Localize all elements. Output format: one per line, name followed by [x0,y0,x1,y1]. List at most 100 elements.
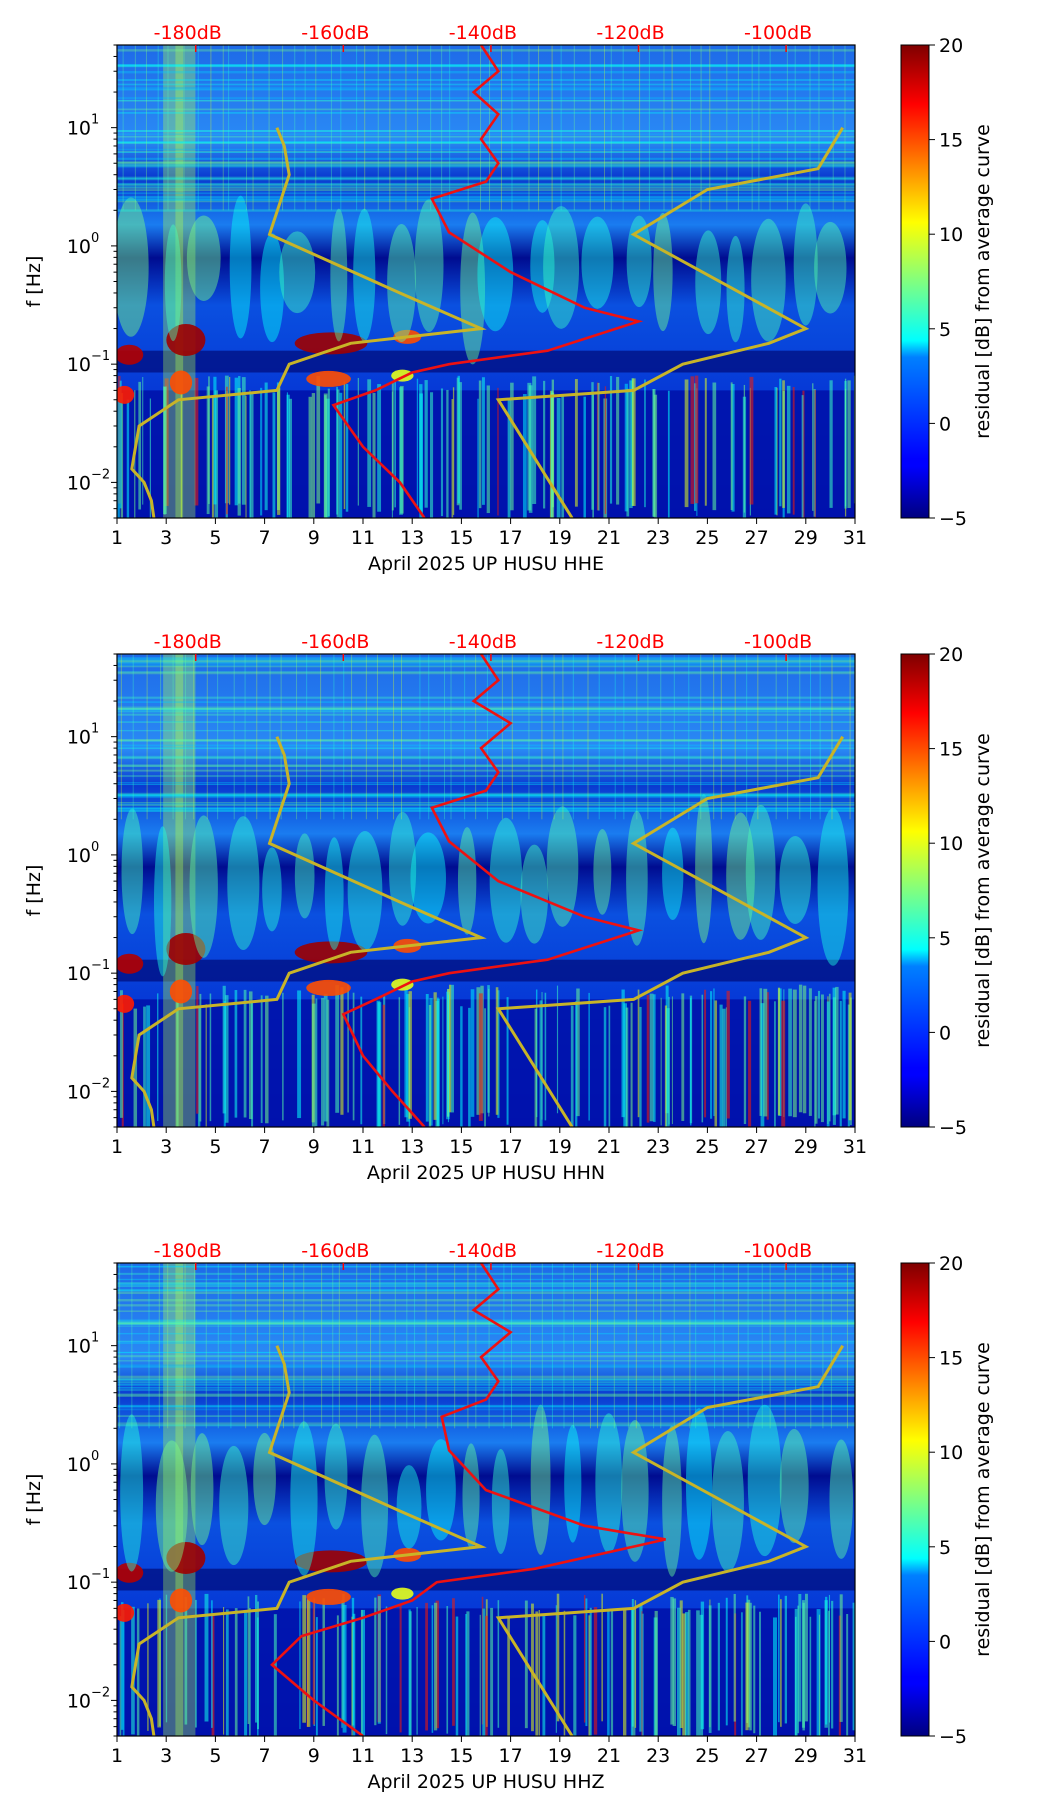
transient-streak [312,1596,315,1725]
x-tick-label: 17 [499,1136,523,1158]
y-tick-label: 10 [67,354,91,376]
transient-streak [119,990,123,1118]
colorbar-label: residual [dB] from average curve [972,1342,994,1657]
transient-streak [247,1596,250,1724]
hf-noise-column [389,45,391,211]
low-frequency-band [117,999,855,1127]
microseism-plume [410,832,446,924]
low-noise-model-line [130,736,487,1127]
x-tick-label: 5 [209,1745,221,1767]
hf-noise-column [256,654,258,820]
transient-streak [273,1614,277,1736]
transient-streak [725,1007,727,1127]
transient-streak [490,1607,494,1736]
transient-streak [302,1595,307,1723]
hf-noise-column [333,654,335,820]
db-scale-label: -180dB [154,22,222,44]
x-tick-label: 11 [351,1136,375,1158]
transient-streak [117,390,120,518]
transient-streak [672,1598,677,1727]
hf-noise-row [117,701,855,704]
hf-noise-column [364,45,366,211]
hf-noise-column [560,45,562,211]
transient-streak [644,379,646,508]
transient-streak [316,375,321,504]
transient-streak [839,1594,843,1722]
x-tick-label: 9 [308,527,320,549]
hf-noise-column [172,654,174,820]
hf-noise-column [417,45,419,211]
hf-noise-row [117,1408,855,1411]
hf-noise-row [117,710,855,713]
transient-streak [282,992,284,1121]
hf-noise-column [282,45,284,211]
x-tick-label: 9 [308,1745,320,1767]
transient-streak [690,376,695,504]
microseism-plume [747,1404,782,1557]
hf-noise-row [117,1360,855,1362]
x-tick-label: 19 [548,1136,572,1158]
transient-streak [741,1612,743,1736]
microseism-plume [653,212,673,332]
transient-streak [777,987,781,1116]
transient-streak [315,998,318,1127]
transient-streak [133,1008,138,1127]
x-tick-label: 21 [597,1745,621,1767]
transient-streak [575,1001,578,1127]
hf-noise-column [627,1263,629,1429]
hf-noise-row [117,747,855,749]
microseism-plume [711,1430,744,1573]
hf-noise-column [635,1263,637,1429]
db-scale-label: -160dB [301,631,369,653]
hf-noise-row [117,803,855,805]
transient-streak [466,1611,470,1736]
hf-noise-column [205,1263,207,1429]
hf-noise-row [117,151,855,153]
transient-streak [828,1610,830,1736]
microseism-plume [662,1425,682,1577]
hf-noise-column [758,45,760,211]
transient-streak [425,1602,428,1731]
transient-streak [237,388,241,516]
hf-noise-column [450,654,452,820]
microseism-blob [117,344,144,365]
microseism-plume [489,817,523,943]
hf-noise-row [117,739,855,742]
x-tick-label: 21 [597,527,621,549]
hf-noise-row [117,769,855,772]
hf-noise-column [338,1263,340,1429]
transient-streak [671,996,673,1125]
transient-streak [424,380,428,508]
hf-noise-column [598,654,600,820]
transient-streak [745,1602,749,1731]
transient-streak [665,1008,670,1127]
hf-noise-column [700,45,702,211]
transient-streak [733,1593,736,1722]
colorbar-tick-label: 15 [939,739,963,761]
hf-noise-row [117,184,855,187]
hf-noise-row [117,1272,855,1275]
microseism-blob [306,1588,351,1605]
colorbar-tick-label: 20 [939,35,963,57]
hf-noise-column [332,1263,334,1429]
hf-noise-row [117,1394,855,1397]
transient-streak [213,376,217,505]
transient-streak [556,398,561,518]
transient-streak [798,984,803,1113]
hf-noise-row [117,730,855,732]
dark-notch-band [117,1568,855,1591]
microseism-plume [426,1439,456,1541]
transient-streak [649,993,654,1122]
hf-noise-row [117,182,855,185]
transient-streak [429,392,434,518]
hf-noise-row [117,764,855,767]
transient-streak [435,1600,440,1729]
transient-streak [391,382,394,511]
transient-streak [347,984,349,1113]
transient-streak [760,1003,765,1127]
x-tick-label: 27 [745,1136,769,1158]
transient-streak [759,1611,761,1736]
hf-noise-row [117,99,855,102]
y-tick-label: 10 [67,727,91,749]
